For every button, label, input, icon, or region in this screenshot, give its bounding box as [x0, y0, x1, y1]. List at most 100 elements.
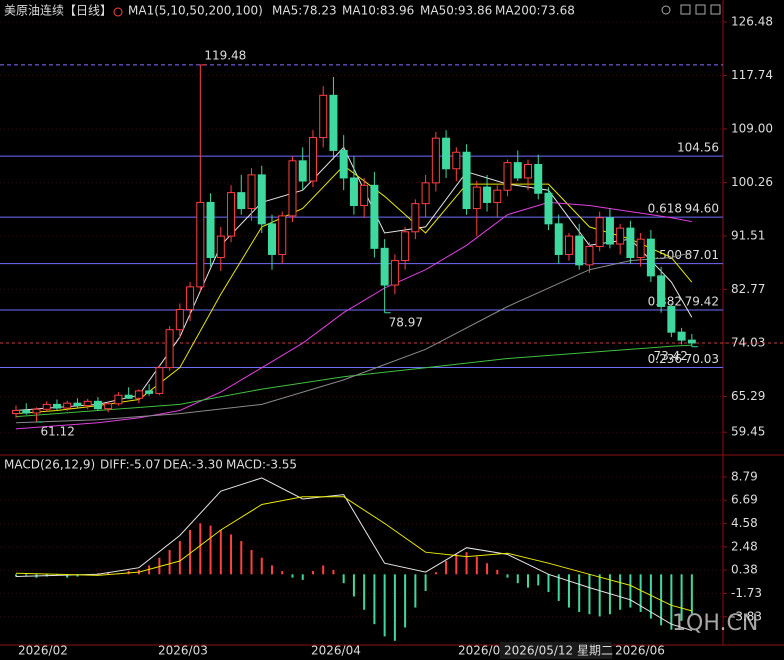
candle-body	[626, 227, 635, 259]
macd-bar	[414, 574, 417, 608]
macd-bar	[537, 574, 540, 586]
macd-bar	[260, 557, 263, 575]
macd-bar	[578, 574, 581, 612]
candle-body	[595, 217, 604, 247]
candle-body	[93, 400, 102, 410]
candle-body	[196, 201, 205, 288]
candle-body	[442, 137, 451, 170]
candle-body	[278, 215, 287, 255]
icon[interactable]	[695, 4, 706, 15]
candle-body	[155, 367, 164, 394]
candle-body	[134, 390, 143, 399]
level-value: 104.56	[677, 141, 719, 155]
candle-body	[237, 192, 246, 210]
macd-bar	[55, 574, 58, 576]
macd-bar	[486, 563, 489, 575]
macd-bar	[148, 565, 151, 575]
icon[interactable]	[661, 5, 671, 15]
macd-bar	[649, 574, 652, 619]
macd-bar	[301, 574, 304, 580]
macd-bar	[158, 557, 161, 575]
x-tick-label: 2026/04	[311, 644, 361, 658]
x-tick-label: 2026/02	[18, 644, 68, 658]
candle-body	[687, 339, 696, 344]
candle-body	[52, 403, 61, 409]
candle-body	[452, 151, 461, 170]
candle-body	[175, 309, 184, 331]
watermark: 1QH.CN	[672, 611, 758, 636]
y-tick-label: 4.58	[731, 516, 758, 530]
y-tick-label: 100.26	[731, 175, 773, 189]
candle-body	[186, 286, 195, 311]
level-ratio: 0.236	[648, 352, 682, 366]
legend-entry: MA200:73.68	[495, 4, 575, 18]
candle-body	[124, 394, 133, 399]
candle-body	[524, 163, 532, 179]
macd-bar	[465, 552, 468, 575]
candle-body	[534, 163, 543, 194]
macd-bar	[96, 573, 99, 575]
macd-bar	[66, 574, 69, 578]
macd-bar	[475, 556, 478, 575]
ma-line	[15, 477, 692, 631]
macd-bar	[219, 530, 222, 575]
annotation: 73.42	[653, 349, 687, 363]
candle-body	[390, 260, 399, 286]
candle-body	[657, 275, 666, 307]
macd-bar	[230, 534, 233, 575]
candle-body	[585, 245, 594, 266]
candle-body	[308, 137, 317, 182]
candle-body	[575, 235, 584, 266]
y-tick-label: 6.69	[731, 493, 758, 507]
macd-bar	[680, 574, 683, 621]
icon[interactable]	[680, 4, 691, 15]
candle-body	[104, 403, 113, 410]
macd-bar	[25, 574, 28, 576]
icon[interactable]	[113, 7, 123, 17]
macd-bar	[608, 574, 611, 615]
ma-line	[15, 496, 692, 612]
y-tick-label: 126.48	[731, 15, 773, 29]
candle-body	[431, 137, 440, 184]
candle-body	[298, 160, 307, 182]
macd-bar	[496, 569, 499, 575]
legend-entry: DIFF:-5.07	[100, 458, 161, 472]
candle-body	[411, 203, 420, 233]
candle-body	[360, 184, 369, 206]
candle-body	[206, 201, 215, 259]
legend-entry: MA5:78.23	[272, 4, 337, 18]
candle-body	[114, 394, 123, 405]
y-tick-label: 0.38	[731, 563, 758, 577]
y-tick-label: 82.77	[731, 282, 765, 296]
macd-bar	[311, 570, 314, 575]
candle-body	[63, 402, 72, 409]
candle-body	[257, 174, 266, 225]
candle-body	[349, 177, 358, 206]
y-tick-label: 2.48	[731, 539, 758, 553]
macd-bar	[240, 541, 243, 575]
level-value: 94.60	[685, 202, 719, 216]
candle-body	[616, 227, 625, 245]
macd-bar	[178, 541, 181, 575]
window-icons	[661, 4, 721, 15]
icon[interactable]	[710, 4, 721, 15]
macd-bar	[332, 569, 335, 575]
macd-bar	[629, 574, 632, 608]
candle-body	[421, 182, 430, 205]
macd-bar	[639, 574, 642, 612]
macd-bar	[424, 574, 427, 591]
macd-bar	[107, 572, 110, 575]
macd-bar	[619, 574, 622, 610]
candle-body	[667, 305, 676, 333]
candle-body	[646, 238, 655, 277]
annotation: 78.97	[389, 315, 423, 329]
candle-body	[370, 184, 379, 249]
y-tick-label: 117.74	[731, 68, 773, 82]
annotation: 119.48	[204, 48, 246, 62]
candle-body	[288, 160, 297, 217]
macd-bar	[670, 574, 673, 630]
y-tick-label: 109.00	[731, 121, 773, 135]
candle-body	[554, 223, 563, 255]
candle-body	[472, 186, 481, 210]
candle-body	[544, 192, 553, 225]
